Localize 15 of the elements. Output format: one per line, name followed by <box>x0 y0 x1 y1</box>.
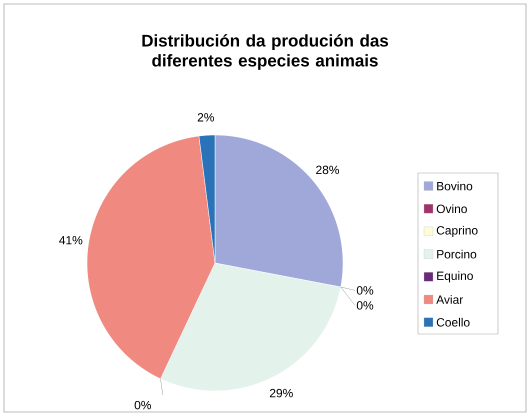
chart-title: Distribución da produción das diferentes especies animais <box>142 34 388 70</box>
legend-label: Aviar <box>436 295 464 304</box>
text: 0% <box>356 301 374 310</box>
legend-label: Equino <box>437 271 473 282</box>
data-label: 2% <box>198 113 214 122</box>
text: 0% <box>134 400 152 410</box>
data-label: 41% <box>59 236 82 244</box>
data-label: 28% <box>316 166 340 174</box>
legend-label: Bovino <box>437 182 472 190</box>
legend-label: Coello <box>436 318 470 327</box>
legend-label: Porcino <box>437 250 476 258</box>
data-label: 29% <box>270 388 293 398</box>
legend-label: Ovino <box>436 204 467 214</box>
text: 0% <box>356 286 374 295</box>
legend-label: Caprino <box>436 226 478 237</box>
